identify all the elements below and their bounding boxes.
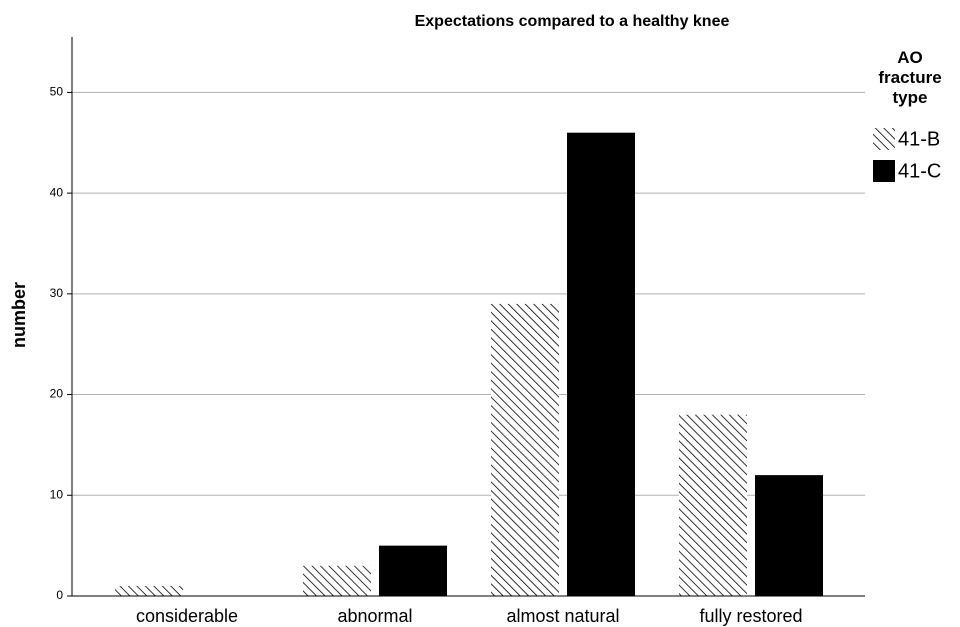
legend-label: 41-C <box>898 160 941 182</box>
y-tick-label: 40 <box>50 185 64 199</box>
y-tick-label: 10 <box>50 487 64 501</box>
bar <box>755 475 823 596</box>
y-tick-label: 0 <box>56 588 63 602</box>
x-tick-label: almost natural <box>506 606 619 626</box>
bar <box>567 132 635 596</box>
bar <box>115 585 183 596</box>
y-axis-label: number <box>9 282 29 348</box>
x-tick-label: considerable <box>136 606 238 626</box>
chart-title: Expectations compared to a healthy knee <box>415 13 730 30</box>
bar <box>379 545 447 596</box>
x-tick-label: abnormal <box>337 606 412 626</box>
bar <box>679 414 747 596</box>
y-tick-label: 30 <box>50 286 64 300</box>
legend-swatch <box>873 128 895 150</box>
y-tick-label: 20 <box>50 387 64 401</box>
legend-label: 41-B <box>898 128 940 150</box>
y-tick-label: 50 <box>50 85 64 99</box>
bar <box>303 565 371 596</box>
x-tick-label: fully restored <box>699 606 802 626</box>
bar <box>491 303 559 596</box>
legend-title: AO fracture type <box>878 48 942 107</box>
legend-swatch <box>873 160 895 182</box>
